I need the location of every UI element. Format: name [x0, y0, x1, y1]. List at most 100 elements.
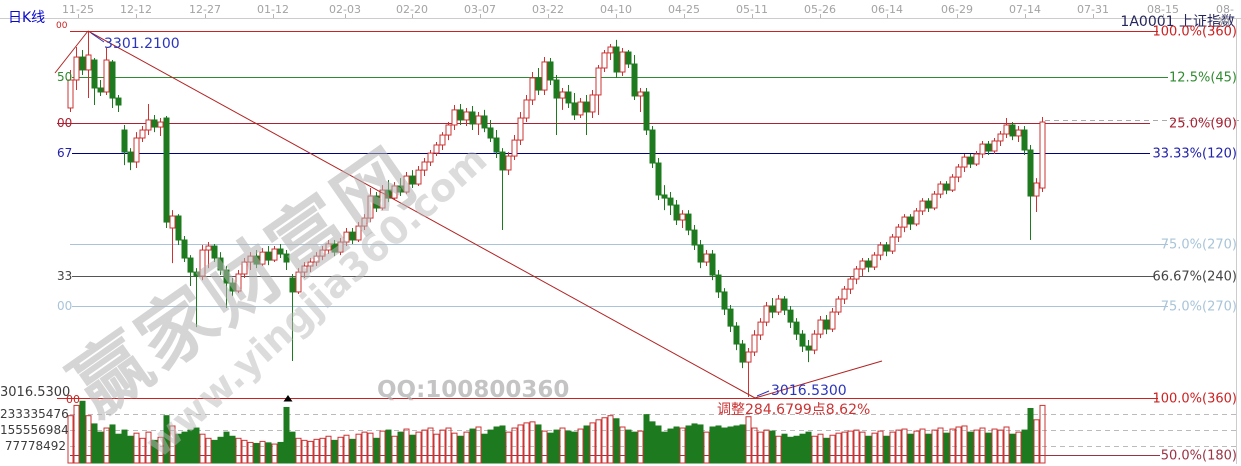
candle-body	[967, 156, 974, 165]
candle-body	[943, 183, 950, 191]
candle-body	[1009, 124, 1016, 137]
candle-body	[841, 288, 848, 300]
volume-bar	[583, 425, 590, 464]
volume-bar	[229, 435, 236, 464]
candle-body	[919, 200, 926, 212]
volume-bar	[601, 417, 608, 464]
candle-body	[931, 193, 938, 209]
retracement-label-right: 100.0%(360)	[1152, 24, 1237, 40]
trendline	[54, 30, 89, 74]
candle-body	[325, 243, 332, 251]
candle-body	[211, 245, 218, 259]
retracement-label-right: 75.0%(270)	[1160, 237, 1237, 253]
volume-bar	[193, 427, 200, 464]
volume-bar	[247, 441, 254, 464]
candle-body	[901, 216, 908, 228]
candle-body	[883, 244, 890, 252]
candle-body	[685, 213, 692, 231]
volume-bar	[769, 430, 776, 464]
volume-bar	[481, 433, 488, 464]
candle-body	[643, 91, 650, 131]
candle-body	[67, 79, 74, 109]
candle-body	[409, 175, 416, 185]
volume-bar	[499, 425, 506, 464]
volume-bar	[91, 423, 98, 464]
candle-body	[265, 251, 272, 261]
volume-bar	[241, 439, 248, 464]
volume-bar	[697, 424, 704, 464]
volume-bar	[187, 429, 194, 464]
volume-bar	[655, 425, 662, 464]
candle-body	[199, 249, 206, 277]
candle-body	[85, 54, 92, 71]
candle-body	[217, 257, 224, 271]
candle-body	[829, 311, 836, 330]
candle-body	[847, 278, 854, 290]
volume-marker-triangle-icon	[283, 395, 293, 402]
volume-bar	[1003, 426, 1010, 464]
candle-body	[763, 305, 770, 323]
candle-body	[433, 144, 440, 154]
date-axis-tick	[345, 14, 346, 18]
candle-body	[667, 197, 674, 206]
volume-bar	[343, 434, 350, 464]
date-axis-label: 08-15	[1147, 3, 1179, 16]
candle-body	[493, 137, 500, 153]
candle-body	[505, 155, 512, 171]
right-border-line	[1236, 18, 1237, 464]
volume-bar	[451, 432, 458, 464]
date-axis-label: 05-26	[804, 3, 836, 16]
volume-bar	[595, 419, 602, 464]
candle-body	[913, 210, 920, 225]
volume-bar	[337, 436, 344, 464]
volume-bar	[457, 435, 464, 464]
volume-bar	[913, 430, 920, 464]
candle-body	[277, 248, 284, 255]
volume-bar	[421, 429, 428, 464]
candle-body	[469, 111, 476, 125]
candle-body	[625, 51, 632, 65]
candle-body	[205, 245, 212, 251]
volume-bar	[511, 427, 518, 464]
volume-bar	[763, 429, 770, 464]
date-axis-label: 12-27	[189, 3, 221, 16]
date-axis-tick	[1093, 14, 1094, 18]
date-axis-tick	[205, 14, 206, 18]
candle-body	[487, 127, 494, 139]
volume-bar	[847, 430, 854, 464]
volume-bar	[157, 436, 164, 464]
candle-body	[193, 271, 200, 277]
candle-body	[319, 249, 326, 257]
volume-bar	[781, 433, 788, 464]
volume-bar	[475, 426, 482, 464]
volume-bar	[541, 430, 548, 464]
volume-axis-label: 155556984	[0, 423, 69, 437]
volume-bar	[721, 427, 728, 464]
volume-bar	[1033, 419, 1040, 464]
volume-bar	[667, 428, 674, 464]
trendline	[87, 30, 756, 399]
candle-body	[991, 140, 998, 152]
volume-bar	[973, 429, 980, 464]
volume-bar	[397, 431, 404, 464]
watermark-qq: QQ:100800360	[377, 377, 570, 403]
chart-type-label: 日K线	[8, 10, 46, 26]
candle-body	[403, 175, 410, 193]
candle-body	[793, 321, 800, 335]
volume-bar	[739, 424, 746, 464]
candle-body	[313, 255, 320, 263]
candle-body	[823, 319, 830, 330]
volume-bar	[523, 422, 530, 464]
volume-bar	[259, 440, 266, 464]
retracement-zero-label-top: 00	[56, 21, 68, 31]
date-axis-tick	[548, 14, 549, 18]
retracement-label-right: 25.0%(90)	[1169, 116, 1237, 132]
candle-body	[127, 151, 134, 163]
date-axis-tick	[78, 14, 79, 18]
volume-bar	[979, 427, 986, 464]
date-axis-tick	[1225, 14, 1226, 18]
retracement-label-right: 12.5%(45)	[1169, 70, 1237, 86]
volume-bar	[211, 439, 218, 464]
volume-bar	[289, 431, 296, 464]
